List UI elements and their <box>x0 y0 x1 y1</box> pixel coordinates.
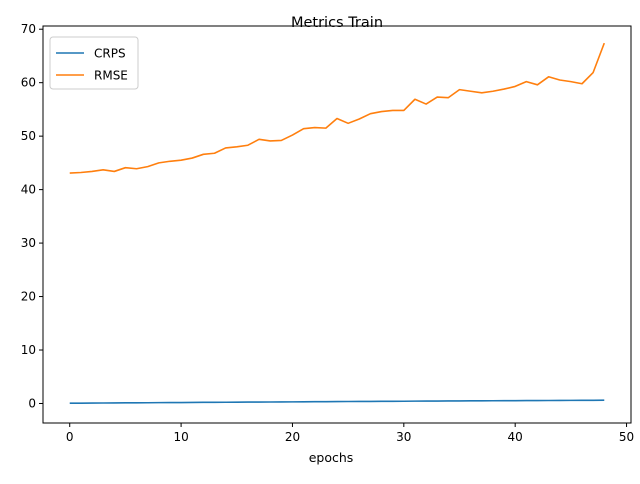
x-tick-label: 30 <box>396 430 411 444</box>
y-tick-label: 30 <box>21 236 36 250</box>
x-axis-label: epochs <box>309 450 354 465</box>
y-tick-label: 0 <box>28 396 36 410</box>
series-line-crps <box>69 399 605 405</box>
y-tick-label: 10 <box>21 343 36 357</box>
y-tick-label: 40 <box>21 183 36 197</box>
x-tick-label: 50 <box>619 430 634 444</box>
series-layer <box>69 42 606 405</box>
legend-label-rmse: RMSE <box>94 69 128 83</box>
x-axis: 0 10 20 30 40 50 <box>66 423 634 444</box>
x-tick-label: 0 <box>66 430 74 444</box>
series-line-rmse <box>69 42 606 174</box>
legend-box <box>49 36 139 90</box>
legend-label-crps: CRPS <box>94 47 126 61</box>
y-tick-label: 50 <box>21 129 36 143</box>
y-axis: 0 10 20 30 40 50 60 70 <box>21 22 43 410</box>
legend: CRPS RMSE <box>49 36 139 90</box>
y-tick-label: 60 <box>21 76 36 90</box>
x-tick-label: 40 <box>508 430 523 444</box>
x-tick-label: 20 <box>285 430 300 444</box>
plot-frame <box>42 25 632 424</box>
chart-title: Metrics Train <box>291 15 383 31</box>
y-tick-label: 20 <box>21 290 36 304</box>
x-tick-label: 10 <box>173 430 188 444</box>
y-tick-label: 70 <box>21 22 36 36</box>
